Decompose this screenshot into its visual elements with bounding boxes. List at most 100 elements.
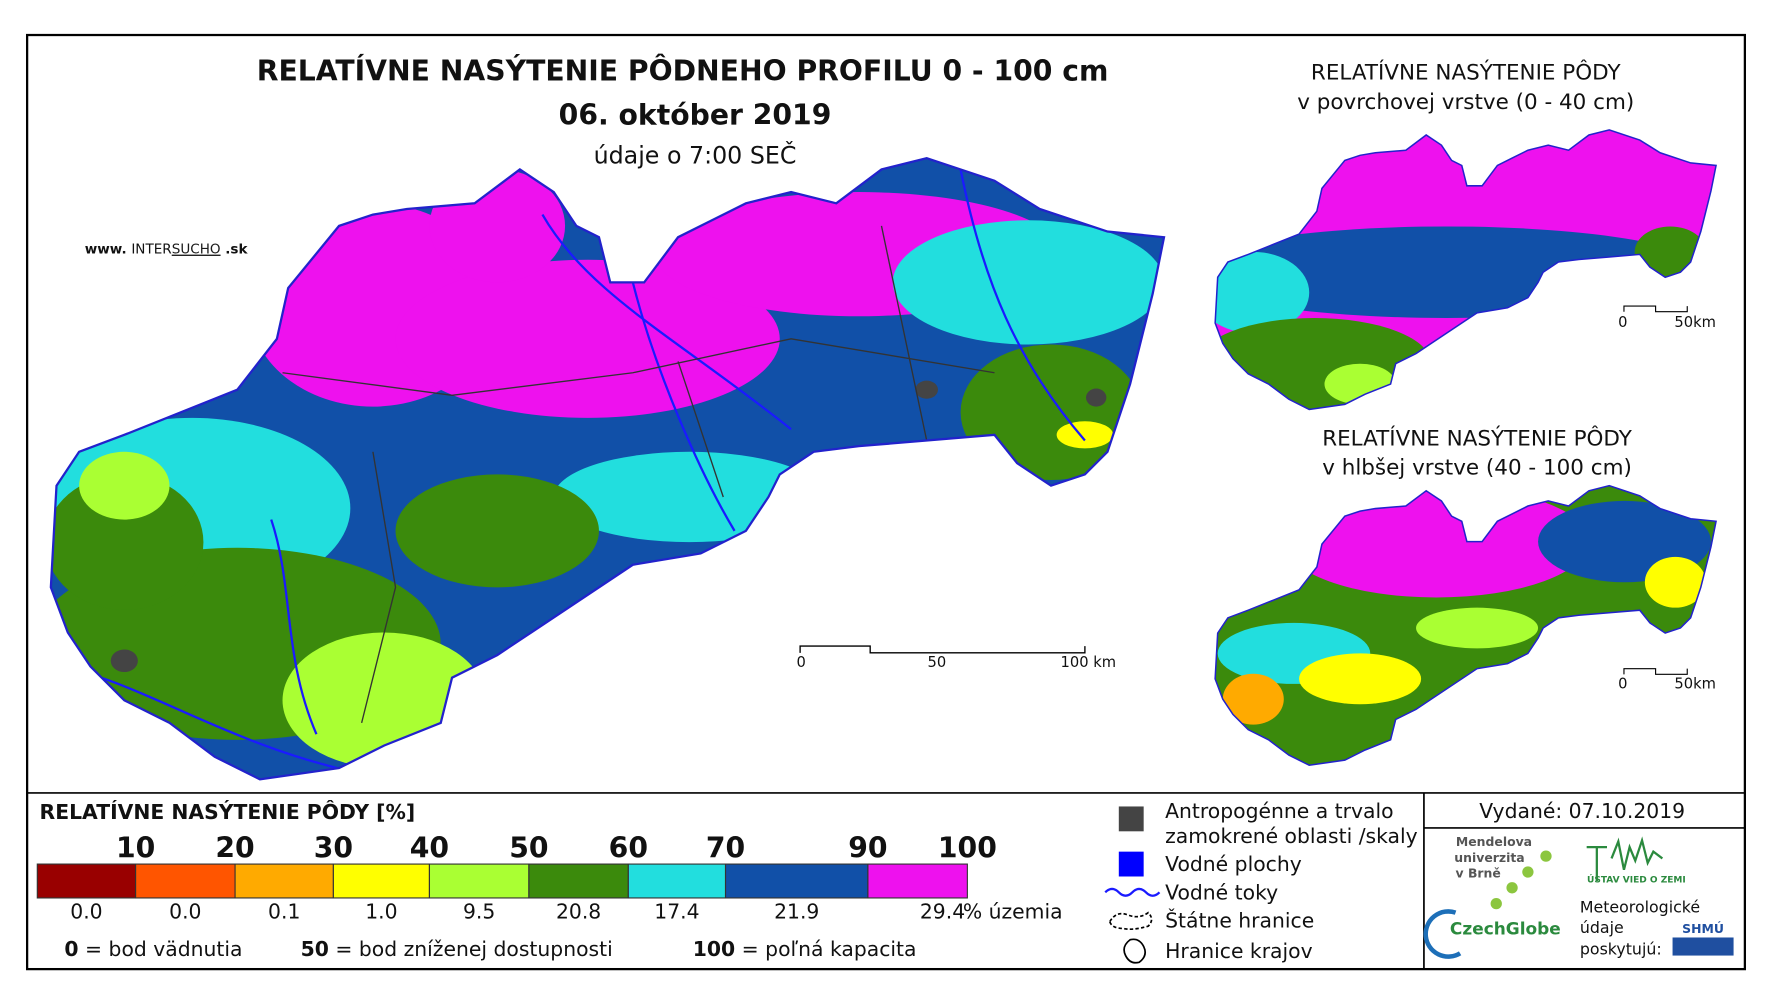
note-text: = poľná kapacita [742, 937, 917, 961]
note-value: 0 [64, 937, 78, 961]
anthropogenic-area [915, 380, 938, 399]
legend-bound: 100 [938, 831, 997, 864]
anthropogenic-area [1086, 388, 1107, 407]
legend-swatch [528, 863, 629, 899]
soil-area [1056, 421, 1114, 449]
scale-bar [799, 645, 1086, 654]
note-value: 50 [301, 937, 329, 961]
legend-share: 0.1 [268, 900, 300, 924]
logo-text: univerzita [1454, 850, 1524, 865]
soil-area [1215, 251, 1310, 334]
legend-bound: 30 [314, 831, 353, 864]
soil-area [1299, 653, 1422, 705]
website: www. INTERSUCHO .sk [85, 242, 249, 258]
inset-title: v povrchovej vrstve (0 - 40 cm) [1297, 90, 1634, 115]
soil-area [79, 451, 170, 520]
note-value: 100 [693, 937, 735, 961]
scale-label: 50km [1674, 675, 1715, 692]
inset-title: v hlbšej vrstve (40 - 100 cm) [1322, 456, 1632, 481]
scale-bar [1623, 305, 1688, 313]
legend-note: 50 = bod zníženej dostupnosti [301, 937, 613, 961]
symbol-label: Vodné plochy [1165, 852, 1302, 876]
logo-dots [1490, 850, 1552, 910]
symbol-region-border [1123, 938, 1146, 964]
legend-swatch [867, 863, 968, 899]
logo-text: Meteorologické [1580, 898, 1700, 917]
soil-area [1416, 607, 1539, 649]
legend-swatch [36, 863, 137, 899]
anthropogenic-area [110, 649, 138, 673]
map-date: 06. október 2019 [559, 98, 832, 131]
symbol-label: Hranice krajov [1165, 939, 1313, 963]
legend-swatch [234, 863, 334, 899]
website-part: www. [85, 242, 127, 258]
legend-swatch [724, 863, 869, 899]
legend-note: 0 = bod vädnutia [64, 937, 242, 961]
scale-label: 50 [928, 654, 947, 671]
logo-text: SHMÚ [1682, 921, 1724, 936]
map-title: RELATÍVNE NASÝTENIE PÔDNEHO PROFILU 0 - … [257, 53, 1109, 87]
legend-swatch [428, 863, 530, 899]
website-part: .sk [225, 242, 248, 258]
legend-share: 21.9 [774, 900, 819, 924]
scale-label: 100 km [1061, 654, 1116, 671]
issued-date: Vydané: 07.10.2019 [1479, 799, 1685, 823]
scale-label: 50km [1674, 314, 1715, 331]
legend-swatch [332, 863, 431, 899]
soil-area [395, 474, 599, 588]
legend-unit: % územia [963, 900, 1063, 924]
legend-share: 17.4 [654, 900, 699, 924]
inset-title: RELATÍVNE NASÝTENIE PÔDY [1311, 59, 1622, 85]
website-part: INTER [131, 242, 172, 258]
note-text: = bod zníženej dostupnosti [335, 937, 612, 961]
logo-text: v Brně [1456, 866, 1501, 881]
legend-bound: 70 [706, 831, 745, 864]
logo-text: ÚSTAV VIED O ZEMI [1587, 873, 1686, 885]
legend-swatch [135, 863, 236, 899]
legend-share: 0.0 [169, 900, 201, 924]
symbol-label: Antropogénne a trvalo [1165, 799, 1393, 823]
note-text: = bod vädnutia [85, 937, 242, 961]
river [56, 169, 1086, 775]
logo-ustav [1586, 836, 1664, 882]
legend-bound: 40 [410, 831, 449, 864]
legend-share: 0.0 [70, 900, 102, 924]
symbol-label: zamokrené oblasti /skaly [1165, 824, 1418, 848]
logo-arc [1423, 909, 1462, 959]
legend-note: 100 = poľná kapacita [693, 937, 917, 961]
symbol-swatch [1118, 806, 1144, 832]
legend-bound: 20 [215, 831, 254, 864]
scale-label: 0 [1618, 314, 1627, 331]
legend-bound: 60 [609, 831, 648, 864]
time-note: údaje o 7:00 SEČ [594, 142, 797, 170]
inset-title: RELATÍVNE NASÝTENIE PÔDY [1322, 425, 1633, 451]
legend-share: 1.0 [365, 900, 397, 924]
region-border [282, 225, 995, 724]
symbol-river [1104, 887, 1161, 897]
legend-swatch [627, 863, 727, 899]
logo-text: poskytujú: [1580, 939, 1662, 958]
legend-share: 29.4 [920, 900, 965, 924]
legend-share: 20.8 [556, 900, 601, 924]
logo-text: CzechGlobe [1450, 919, 1561, 939]
soil-area [1644, 556, 1706, 608]
logo-text: údaje [1580, 918, 1624, 937]
website-part: SUCHO [172, 242, 221, 258]
scale-bar [1623, 668, 1688, 675]
logo-text: Mendelova [1456, 834, 1532, 849]
soil-area [892, 220, 1165, 345]
scale-label: 0 [1618, 675, 1627, 692]
symbol-swatch [1118, 851, 1144, 877]
symbol-state-border [1108, 911, 1153, 931]
legend-share: 9.5 [463, 900, 495, 924]
scale-label: 0 [797, 654, 806, 671]
legend-scale: 10 0.0 20 0.0 30 0.1 40 1.0 50 9.5 60 20.8 70 17.4 90 2… [36, 831, 1063, 924]
symbol-label: Vodné toky [1165, 880, 1278, 904]
legend-bound: 50 [509, 831, 548, 864]
legend-bound: 10 [116, 831, 155, 864]
logo-shmu-base [1672, 937, 1734, 956]
legend-title: RELATÍVNE NASÝTENIE PÔDY [%] [40, 799, 416, 824]
symbol-label: Štátne hranice [1165, 908, 1314, 933]
soil-area [1222, 673, 1284, 725]
